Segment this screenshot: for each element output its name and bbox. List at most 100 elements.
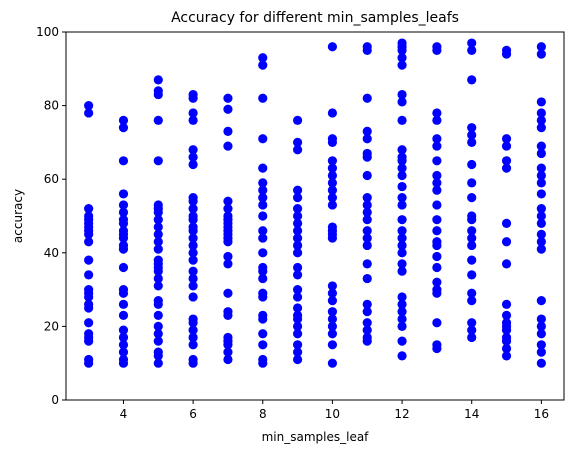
data-point: [258, 53, 268, 63]
data-point: [188, 226, 198, 236]
data-point: [467, 296, 477, 306]
data-point: [397, 240, 407, 251]
data-point: [153, 321, 163, 331]
data-point: [327, 200, 338, 210]
data-point: [153, 222, 163, 232]
data-point: [292, 314, 303, 324]
data-point: [362, 152, 372, 162]
data-point: [327, 170, 338, 181]
plot-area-frame: [65, 31, 565, 401]
data-point: [327, 178, 338, 188]
data-point: [153, 310, 163, 320]
data-point: [397, 97, 407, 107]
data-point: [188, 332, 198, 343]
data-point: [188, 159, 198, 170]
data-point: [467, 193, 477, 203]
data-point: [536, 358, 546, 368]
data-point: [292, 211, 303, 221]
x-tick-label: 6: [189, 407, 197, 421]
data-point: [327, 108, 338, 118]
data-point: [153, 351, 163, 361]
data-point: [397, 292, 407, 302]
data-point: [327, 281, 338, 291]
data-point: [153, 273, 163, 284]
data-point: [153, 358, 163, 368]
data-point: [327, 307, 338, 317]
data-point: [362, 215, 372, 225]
data-point: [327, 358, 338, 368]
data-point: [188, 196, 198, 206]
data-point: [258, 273, 268, 284]
data-point: [362, 200, 372, 210]
data-point: [188, 358, 198, 368]
data-point: [397, 314, 407, 324]
data-point: [397, 181, 407, 192]
data-point: [327, 296, 338, 306]
data-point: [188, 152, 198, 162]
data-point: [397, 299, 407, 309]
data-point: [536, 178, 546, 188]
data-point: [292, 226, 303, 236]
data-point: [292, 233, 303, 243]
data-point: [84, 204, 94, 214]
data-point: [501, 49, 512, 59]
data-point: [397, 89, 407, 100]
data-point: [536, 229, 546, 239]
data-point: [432, 226, 442, 236]
data-point: [188, 204, 198, 214]
data-point: [153, 237, 163, 247]
data-point: [362, 307, 372, 317]
data-point: [536, 123, 546, 133]
data-point: [292, 347, 303, 357]
data-point: [118, 332, 129, 343]
data-point: [432, 178, 442, 188]
data-point: [118, 310, 129, 320]
data-point: [223, 196, 233, 206]
data-point: [536, 49, 546, 59]
x-tick-label: 4: [120, 407, 128, 421]
data-point: [432, 343, 442, 354]
data-point: [188, 255, 198, 265]
data-point: [292, 321, 303, 331]
data-point: [188, 318, 198, 328]
data-point: [258, 226, 268, 236]
data-point: [432, 277, 442, 287]
data-point: [536, 108, 546, 118]
data-point: [153, 299, 163, 309]
data-point: [223, 104, 233, 114]
data-point: [84, 255, 94, 265]
y-tick-label: 20: [44, 319, 59, 333]
data-point: [188, 233, 198, 243]
data-point: [188, 115, 198, 125]
data-point: [362, 318, 372, 328]
data-point: [223, 93, 233, 103]
data-point: [501, 343, 512, 354]
data-point: [536, 189, 546, 199]
data-point: [84, 358, 94, 368]
data-point: [188, 266, 198, 276]
data-point: [84, 336, 94, 346]
data-point: [397, 170, 407, 181]
data-point: [223, 347, 233, 357]
data-point: [467, 226, 477, 236]
data-point: [362, 259, 372, 269]
data-point: [362, 226, 372, 236]
data-point: [118, 200, 129, 210]
data-point: [397, 60, 407, 70]
data-point: [292, 204, 303, 214]
x-axis-label: min_samples_leaf: [262, 430, 370, 444]
data-point: [223, 354, 233, 365]
x-tick-label: 8: [259, 407, 267, 421]
data-point: [467, 130, 477, 140]
data-point: [223, 204, 233, 214]
x-tick-label: 16: [534, 407, 549, 421]
data-point: [188, 281, 198, 291]
x-tick-label: 10: [325, 407, 340, 421]
data-point: [292, 115, 303, 125]
data-point: [467, 332, 477, 343]
data-point: [327, 329, 338, 339]
data-point: [258, 211, 268, 221]
data-point: [362, 240, 372, 251]
data-point: [84, 318, 94, 328]
data-point: [258, 178, 268, 188]
